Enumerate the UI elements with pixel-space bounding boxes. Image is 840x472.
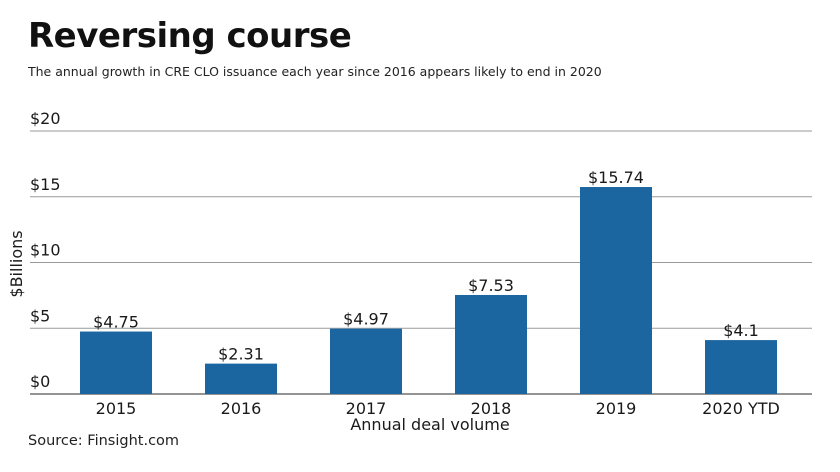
y-tick-label: $0 [30,372,50,391]
y-tick-label: $20 [30,109,61,128]
data-labels: $4.75 $2.31 $4.97 $7.53 $15.74 $4.1 [93,168,759,364]
data-label: $2.31 [218,345,264,364]
category-label: 2020 YTD [702,399,780,418]
bars [80,187,777,394]
data-label: $15.74 [588,168,644,187]
source-note: Source: Finsight.com [28,433,180,449]
data-label: $7.53 [468,276,514,295]
category-label: 2016 [221,399,262,418]
bar [580,187,652,394]
category-label: 2018 [471,399,512,418]
bar [330,328,402,394]
category-labels: 2015 2016 2017 2018 2019 2020 YTD [96,399,780,418]
x-axis-title: Annual deal volume [350,415,509,434]
gridlines [30,130,812,395]
y-tick-label: $10 [30,241,61,260]
data-label: $4.97 [343,310,389,329]
y-axis-title: $Billions [7,230,26,297]
bar [205,363,277,394]
chart-subtitle: The annual growth in CRE CLO issuance ea… [28,64,602,79]
y-tick-label: $5 [30,306,50,325]
chart-title: Reversing course [28,16,352,56]
bar [455,294,527,394]
category-label: 2015 [96,399,137,418]
data-label: $4.75 [93,313,139,332]
bar [705,340,777,394]
bar [80,331,152,394]
y-tick-label: $15 [30,175,61,194]
category-label: 2017 [346,399,387,418]
y-tick-labels: $0 $5 $10 $15 $20 [30,109,61,391]
category-label: 2019 [596,399,637,418]
data-label: $4.1 [723,321,759,340]
